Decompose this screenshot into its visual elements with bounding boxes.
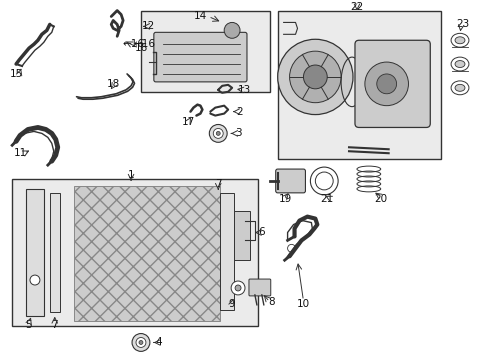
Text: 2: 2 <box>236 107 243 117</box>
Text: 10: 10 <box>296 299 309 309</box>
Text: 18: 18 <box>106 79 120 89</box>
Text: 12: 12 <box>142 21 155 31</box>
Bar <box>141 10 269 92</box>
Text: ←16: ←16 <box>133 39 155 49</box>
Text: 7: 7 <box>215 179 221 189</box>
Circle shape <box>30 275 40 285</box>
Circle shape <box>209 125 227 142</box>
Circle shape <box>303 65 326 89</box>
Text: 13: 13 <box>237 85 250 95</box>
Circle shape <box>139 341 142 345</box>
Text: 22: 22 <box>349 1 363 12</box>
Circle shape <box>376 74 396 94</box>
Text: 5: 5 <box>26 320 32 330</box>
FancyBboxPatch shape <box>154 32 246 82</box>
Ellipse shape <box>450 81 468 95</box>
Circle shape <box>216 131 220 135</box>
Text: 17: 17 <box>182 117 195 126</box>
Circle shape <box>132 334 149 351</box>
Bar <box>277 10 440 159</box>
Text: 7: 7 <box>51 320 58 330</box>
FancyBboxPatch shape <box>354 40 429 127</box>
Text: 23: 23 <box>455 19 468 30</box>
Bar <box>12 179 257 325</box>
Circle shape <box>213 129 223 138</box>
Ellipse shape <box>454 60 464 68</box>
Circle shape <box>364 62 407 105</box>
Circle shape <box>289 51 341 103</box>
Text: 11: 11 <box>14 148 27 158</box>
Text: 6: 6 <box>258 228 264 238</box>
Text: 9: 9 <box>228 299 235 309</box>
Ellipse shape <box>450 57 468 71</box>
Circle shape <box>231 281 244 295</box>
Bar <box>50 193 60 312</box>
Ellipse shape <box>450 33 468 47</box>
Circle shape <box>287 244 295 252</box>
FancyBboxPatch shape <box>248 279 270 296</box>
Circle shape <box>235 285 241 291</box>
Circle shape <box>277 39 352 114</box>
Circle shape <box>136 338 145 347</box>
Text: 16: 16 <box>134 43 147 53</box>
Bar <box>220 193 234 310</box>
Text: 20: 20 <box>373 194 386 204</box>
Circle shape <box>224 22 240 38</box>
Text: 1: 1 <box>127 170 134 180</box>
Ellipse shape <box>454 84 464 91</box>
Text: 4: 4 <box>155 337 162 347</box>
Text: ←16: ←16 <box>122 39 144 49</box>
Text: 8: 8 <box>268 297 274 307</box>
Text: 3: 3 <box>234 129 241 138</box>
Text: 15: 15 <box>9 69 23 79</box>
FancyBboxPatch shape <box>275 169 305 193</box>
Text: 21: 21 <box>320 194 333 204</box>
Text: 14: 14 <box>193 12 206 22</box>
Bar <box>26 189 44 316</box>
Text: 19: 19 <box>279 194 292 204</box>
Bar <box>234 211 249 260</box>
Bar <box>73 186 220 321</box>
Ellipse shape <box>454 37 464 44</box>
